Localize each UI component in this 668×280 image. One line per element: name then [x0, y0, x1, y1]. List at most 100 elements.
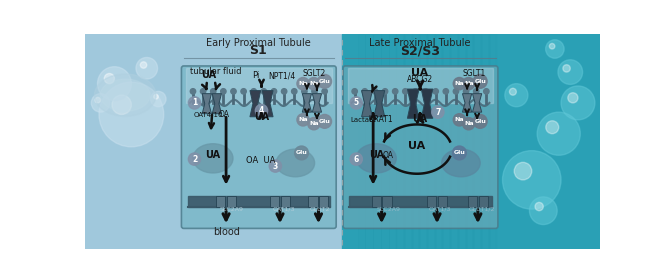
Circle shape — [312, 89, 317, 94]
Circle shape — [352, 89, 357, 94]
Circle shape — [372, 89, 377, 94]
Circle shape — [423, 89, 428, 94]
Text: Na: Na — [464, 81, 474, 86]
Polygon shape — [309, 196, 318, 207]
Circle shape — [563, 65, 570, 72]
Ellipse shape — [193, 144, 233, 173]
Polygon shape — [479, 196, 488, 207]
Circle shape — [136, 57, 158, 79]
Bar — [481, 34, 489, 249]
Text: UA: UA — [204, 150, 220, 160]
Text: OA  UA: OA UA — [246, 156, 275, 165]
Circle shape — [433, 89, 438, 94]
Text: OAT1/3: OAT1/3 — [429, 207, 451, 212]
Circle shape — [362, 89, 367, 94]
Text: Na: Na — [299, 81, 308, 86]
Circle shape — [474, 89, 479, 94]
Text: OA: OA — [382, 151, 393, 160]
Circle shape — [514, 162, 532, 180]
Circle shape — [220, 89, 226, 94]
Circle shape — [251, 89, 257, 94]
Text: Na: Na — [455, 81, 464, 86]
Text: Glu: Glu — [474, 119, 486, 124]
Circle shape — [140, 62, 147, 68]
Bar — [349, 196, 492, 207]
Text: Na: Na — [299, 117, 308, 122]
Circle shape — [297, 114, 309, 126]
Bar — [188, 196, 330, 207]
Text: blood: blood — [212, 227, 240, 237]
Bar — [358, 34, 365, 249]
Circle shape — [302, 89, 307, 94]
Circle shape — [271, 89, 277, 94]
Text: 2: 2 — [192, 155, 197, 164]
Circle shape — [473, 74, 487, 88]
Bar — [435, 34, 442, 249]
Circle shape — [188, 153, 200, 165]
Bar — [86, 34, 343, 249]
Circle shape — [505, 84, 528, 107]
Text: UA: UA — [254, 112, 269, 122]
Circle shape — [403, 89, 408, 94]
Polygon shape — [227, 196, 236, 207]
Circle shape — [473, 115, 487, 128]
Bar — [396, 34, 404, 249]
Polygon shape — [202, 94, 212, 114]
Bar — [381, 34, 389, 249]
Text: Lactate: Lactate — [350, 117, 376, 123]
Ellipse shape — [94, 74, 156, 116]
Text: ABCG2: ABCG2 — [407, 75, 433, 84]
Circle shape — [297, 78, 309, 90]
Text: NPT1/4: NPT1/4 — [269, 71, 296, 80]
Circle shape — [230, 89, 236, 94]
Circle shape — [269, 160, 281, 172]
Circle shape — [308, 78, 320, 90]
Polygon shape — [427, 196, 436, 207]
Text: GLUT1/2: GLUT1/2 — [469, 207, 495, 212]
Circle shape — [549, 43, 555, 49]
Circle shape — [382, 89, 387, 94]
Bar — [365, 34, 373, 249]
Circle shape — [190, 89, 196, 94]
Bar — [348, 68, 493, 103]
Circle shape — [98, 67, 132, 101]
Circle shape — [535, 202, 543, 211]
Bar — [411, 34, 420, 249]
Circle shape — [443, 89, 448, 94]
Circle shape — [462, 118, 475, 130]
Polygon shape — [303, 94, 311, 112]
FancyBboxPatch shape — [182, 66, 336, 228]
Circle shape — [322, 89, 327, 94]
Text: 6: 6 — [353, 155, 359, 164]
FancyBboxPatch shape — [343, 66, 498, 228]
Polygon shape — [382, 196, 391, 207]
Circle shape — [350, 97, 362, 109]
Text: Late Proximal Tubule: Late Proximal Tubule — [369, 38, 471, 48]
Text: SLC2A9: SLC2A9 — [376, 207, 400, 212]
Bar — [466, 34, 473, 249]
Circle shape — [200, 89, 206, 94]
Circle shape — [413, 89, 418, 94]
Polygon shape — [438, 196, 447, 207]
Circle shape — [432, 106, 444, 118]
Polygon shape — [472, 94, 482, 112]
Bar — [458, 34, 466, 249]
Text: SGLT1: SGLT1 — [462, 69, 486, 78]
Ellipse shape — [356, 144, 396, 173]
Polygon shape — [374, 91, 385, 117]
Circle shape — [261, 89, 267, 94]
Circle shape — [112, 95, 132, 115]
Polygon shape — [319, 196, 329, 207]
Circle shape — [484, 89, 489, 94]
Polygon shape — [216, 196, 225, 207]
Bar — [404, 34, 411, 249]
Text: S2/S3: S2/S3 — [400, 44, 440, 57]
Circle shape — [92, 94, 110, 112]
Text: SGLT2: SGLT2 — [303, 69, 326, 78]
Circle shape — [104, 73, 114, 84]
Text: tubular fluid: tubular fluid — [190, 67, 241, 76]
Text: Na: Na — [464, 121, 474, 126]
Polygon shape — [371, 196, 381, 207]
Text: 7: 7 — [435, 108, 440, 117]
Text: 5: 5 — [353, 98, 359, 108]
